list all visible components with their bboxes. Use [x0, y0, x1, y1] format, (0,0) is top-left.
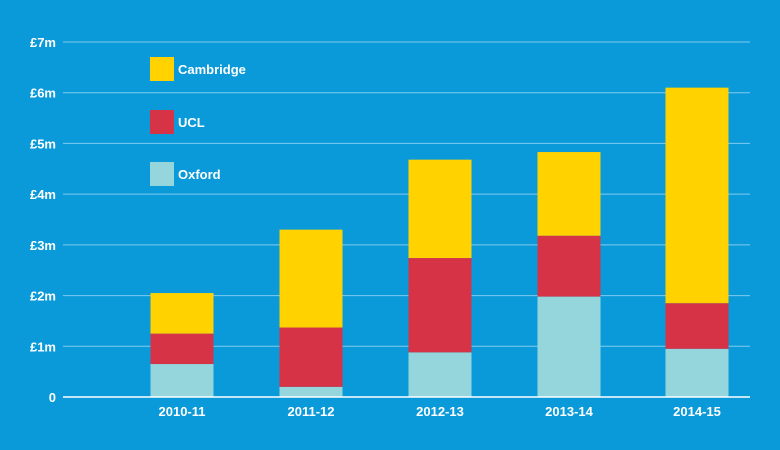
bar-segment-oxford-2011-12 — [279, 386, 343, 397]
y-tick-label: £5m — [30, 136, 56, 151]
bar-segment-ucl-2012-13 — [408, 258, 472, 353]
x-tick-label: 2014-15 — [673, 404, 721, 419]
bar-segment-cambridge-2011-12 — [279, 229, 343, 328]
y-tick-label: £2m — [30, 289, 56, 304]
legend-swatch-cambridge — [150, 57, 174, 81]
bar-segment-cambridge-2014-15 — [665, 87, 729, 304]
x-tick-label: 2013-14 — [545, 404, 593, 419]
bar-segment-cambridge-2012-13 — [408, 159, 472, 259]
y-tick-label: £1m — [30, 339, 56, 354]
bar-segment-cambridge-2013-14 — [537, 152, 601, 236]
bar-segment-ucl-2010-11 — [150, 333, 214, 365]
legend-label-oxford: Oxford — [178, 167, 221, 182]
y-tick-label: £4m — [30, 187, 56, 202]
bar-segment-oxford-2014-15 — [665, 348, 729, 397]
y-tick-label: 0 — [49, 390, 56, 405]
bar-segment-cambridge-2010-11 — [150, 293, 214, 334]
x-tick-label: 2011-12 — [288, 404, 335, 419]
y-tick-label: £6m — [30, 86, 56, 101]
bar-segment-oxford-2012-13 — [408, 352, 472, 397]
legend-label-cambridge: Cambridge — [178, 62, 246, 77]
legend-swatch-ucl — [150, 110, 174, 134]
legend-swatch-oxford — [150, 162, 174, 186]
x-tick-label: 2012-13 — [416, 404, 464, 419]
bar-segment-ucl-2014-15 — [665, 303, 729, 349]
x-tick-label: 2010-11 — [159, 404, 206, 419]
legend-label-ucl: UCL — [178, 115, 205, 130]
bar-segment-ucl-2011-12 — [279, 327, 343, 387]
y-tick-label: £3m — [30, 238, 56, 253]
y-tick-label: £7m — [30, 35, 56, 50]
bar-segment-ucl-2013-14 — [537, 235, 601, 297]
bar-segment-oxford-2010-11 — [150, 364, 214, 397]
bar-segment-oxford-2013-14 — [537, 296, 601, 397]
